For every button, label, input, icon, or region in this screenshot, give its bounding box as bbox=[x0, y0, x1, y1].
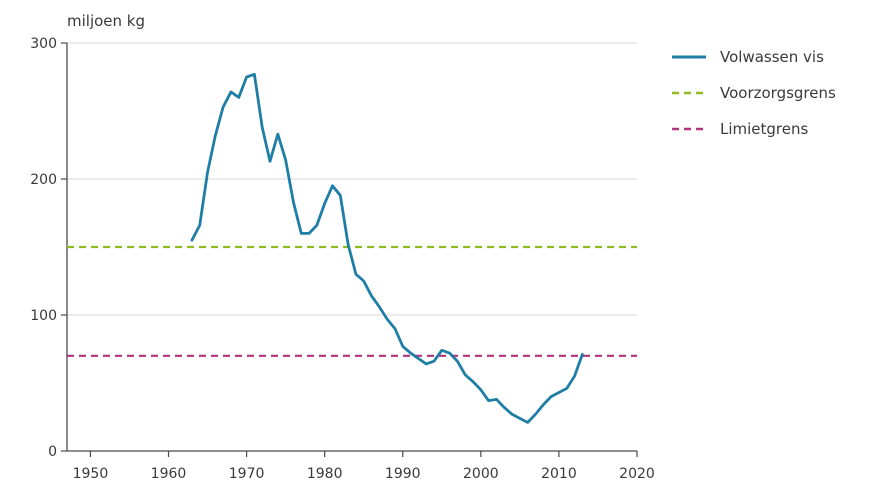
x-tick-label: 2000 bbox=[463, 466, 499, 482]
x-tick-label: 2020 bbox=[619, 466, 655, 482]
series-line-volwassen-vis bbox=[190, 72, 584, 424]
legend-label-limietgrens: Limietgrens bbox=[720, 120, 809, 138]
y-tick-label: 0 bbox=[48, 444, 57, 460]
x-tick-label: 1990 bbox=[385, 466, 421, 482]
legend-label-volwassen-vis: Volwassen vis bbox=[720, 48, 824, 66]
y-tick-label: 300 bbox=[30, 36, 57, 52]
x-tick-label: 1950 bbox=[73, 466, 109, 482]
gridlines bbox=[67, 42, 637, 316]
y-axis-unit-label: miljoen kg bbox=[67, 12, 145, 30]
legend: Volwassen vis Voorzorgsgrens Limietgrens bbox=[672, 48, 836, 138]
y-tick-label: 100 bbox=[30, 308, 57, 324]
series-lines bbox=[67, 72, 637, 424]
x-tick-label: 2010 bbox=[541, 466, 577, 482]
x-tick-label: 1980 bbox=[307, 466, 343, 482]
x-tick-label: 1960 bbox=[151, 466, 187, 482]
x-tick-label: 1970 bbox=[229, 466, 265, 482]
y-tick-label: 200 bbox=[30, 172, 57, 188]
legend-label-voorzorgsgrens: Voorzorgsgrens bbox=[720, 84, 836, 102]
tick-labels: 0 100 200 300 1950 1960 1970 1980 1990 2000 2010 20… bbox=[30, 36, 655, 482]
